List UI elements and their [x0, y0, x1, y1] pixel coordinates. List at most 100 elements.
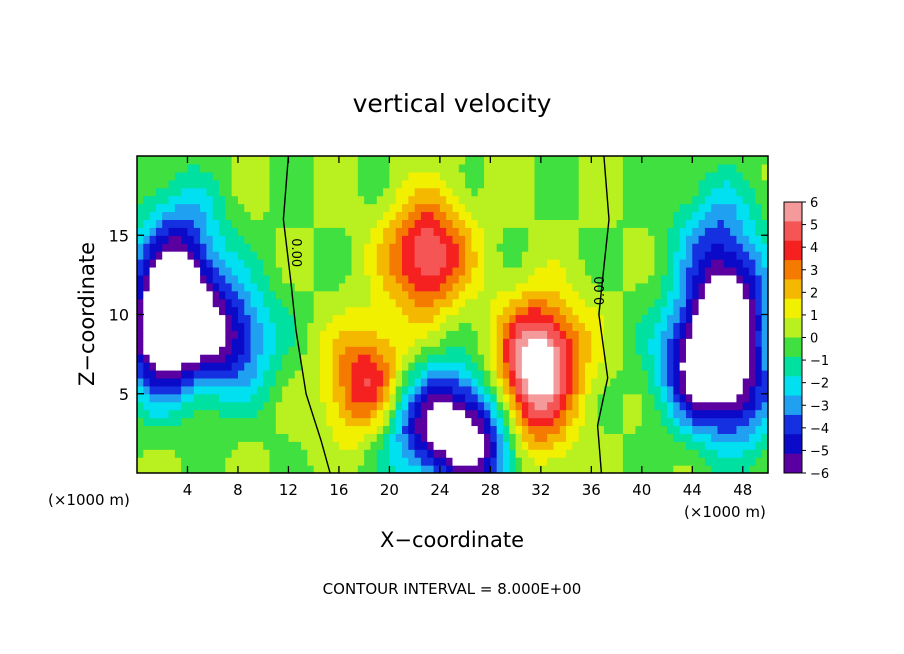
- heatmap-cell: [206, 385, 214, 395]
- heatmap-cell: [408, 259, 416, 268]
- heatmap-cell: [603, 251, 611, 260]
- heatmap-cell: [566, 457, 573, 466]
- heatmap-cell: [452, 465, 460, 473]
- heatmap-cell: [219, 227, 226, 236]
- heatmap-cell: [698, 385, 706, 395]
- heatmap-cell: [168, 298, 176, 308]
- heatmap-cell: [730, 338, 738, 347]
- heatmap-cell: [357, 282, 365, 292]
- heatmap-cell: [471, 314, 479, 324]
- heatmap-cell: [250, 449, 258, 458]
- heatmap-cell: [465, 322, 473, 331]
- heatmap-cell: [269, 449, 277, 458]
- heatmap-cell: [553, 235, 561, 244]
- heatmap-cell: [566, 219, 573, 228]
- heatmap-cell: [250, 425, 258, 434]
- heatmap-cell: [603, 449, 611, 458]
- heatmap-cell: [427, 171, 435, 181]
- heatmap-cell: [603, 425, 611, 434]
- heatmap-cell: [648, 243, 656, 252]
- heatmap-cell: [566, 393, 573, 403]
- heatmap-cell: [168, 290, 176, 300]
- heatmap-cell: [357, 409, 365, 419]
- heatmap-cell: [471, 195, 479, 205]
- heatmap-cell: [357, 425, 365, 434]
- heatmap-cell: [174, 163, 182, 173]
- heatmap-cell: [490, 290, 498, 300]
- heatmap-cell: [187, 266, 195, 276]
- heatmap-cell: [294, 298, 302, 308]
- heatmap-cell: [250, 393, 258, 403]
- heatmap-cell: [137, 362, 144, 371]
- heatmap-cell: [585, 187, 592, 197]
- heatmap-cell: [263, 251, 271, 260]
- heatmap-cell: [673, 251, 681, 260]
- heatmap-cell: [351, 465, 359, 473]
- heatmap-cell: [667, 385, 674, 395]
- heatmap-cell: [212, 156, 220, 165]
- heatmap-cell: [471, 409, 479, 419]
- heatmap-cell: [433, 274, 441, 284]
- heatmap-cell: [578, 251, 586, 260]
- heatmap-cell: [591, 259, 599, 268]
- heatmap-cell: [622, 314, 630, 324]
- heatmap-cell: [313, 251, 321, 260]
- heatmap-cell: [319, 211, 327, 220]
- heatmap-cell: [433, 163, 441, 173]
- heatmap-cell: [597, 171, 605, 181]
- heatmap-cell: [137, 171, 144, 181]
- heatmap-cell: [667, 187, 674, 197]
- heatmap-cell: [345, 195, 353, 205]
- heatmap-cell: [389, 195, 397, 205]
- heatmap-cell: [187, 393, 195, 403]
- heatmap-cell: [496, 362, 504, 371]
- heatmap-cell: [477, 449, 485, 458]
- heatmap-cell: [433, 465, 441, 473]
- heatmap-cell: [395, 449, 403, 458]
- heatmap-cell: [465, 243, 473, 252]
- heatmap-cell: [137, 211, 144, 220]
- heatmap-cell: [578, 377, 586, 387]
- heatmap-cell: [200, 171, 208, 181]
- heatmap-cell: [749, 227, 756, 236]
- heatmap-cell: [610, 282, 618, 292]
- heatmap-cell: [704, 235, 712, 244]
- heatmap-cell: [237, 417, 245, 427]
- heatmap-cell: [496, 322, 504, 331]
- heatmap-cell: [749, 322, 756, 331]
- heatmap-cell: [345, 346, 353, 355]
- heatmap-cell: [673, 203, 681, 213]
- heatmap-cell: [231, 187, 239, 197]
- heatmap-cell: [654, 433, 662, 442]
- heatmap-cell: [540, 369, 548, 379]
- heatmap-cell: [528, 441, 536, 450]
- heatmap-cell: [155, 187, 163, 197]
- heatmap-cell: [509, 219, 517, 228]
- heatmap-cell: [667, 449, 674, 458]
- heatmap-cell: [389, 251, 397, 260]
- heatmap-cell: [635, 465, 643, 473]
- heatmap-cell: [572, 306, 580, 316]
- heatmap-cell: [244, 282, 252, 292]
- heatmap-cell: [294, 227, 302, 236]
- heatmap-cell: [282, 338, 290, 347]
- heatmap-cell: [692, 290, 700, 300]
- heatmap-cell: [414, 266, 422, 276]
- heatmap-cell: [376, 362, 384, 371]
- heatmap-cell: [345, 211, 353, 220]
- heatmap-cell: [477, 298, 485, 308]
- heatmap-cell: [155, 211, 163, 220]
- heatmap-cell: [484, 227, 491, 236]
- heatmap-cell: [155, 369, 163, 379]
- heatmap-cell: [414, 306, 422, 316]
- heatmap-cell: [244, 259, 252, 268]
- heatmap-cell: [490, 227, 498, 236]
- heatmap-cell: [326, 409, 334, 419]
- heatmap-cell: [622, 362, 630, 371]
- heatmap-cell: [307, 385, 315, 395]
- heatmap-cell: [137, 330, 144, 339]
- heatmap-cell: [294, 393, 302, 403]
- heatmap-cell: [465, 251, 473, 260]
- heatmap-cell: [591, 274, 599, 284]
- heatmap-cell: [206, 274, 214, 284]
